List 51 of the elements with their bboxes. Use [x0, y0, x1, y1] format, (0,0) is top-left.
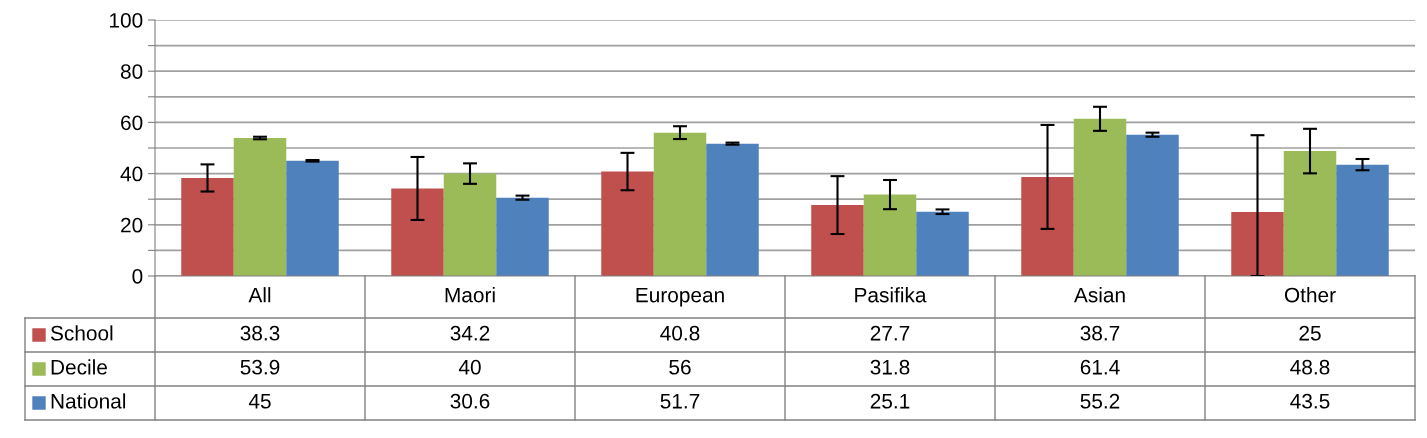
y-tick-label: 20 — [121, 217, 143, 233]
data-label: 25 — [1299, 325, 1321, 341]
y-tick-label: 40 — [120, 166, 143, 182]
y-tick-label: 0 — [132, 269, 143, 284]
bar — [916, 211, 969, 276]
data-label: 31.8 — [870, 359, 910, 375]
bar — [1231, 212, 1284, 276]
bar — [286, 160, 339, 276]
x-tick-label: European — [636, 287, 724, 307]
legend-label: School — [50, 325, 113, 341]
bar — [233, 138, 287, 276]
data-label: 38.7 — [1080, 325, 1120, 341]
bar — [391, 188, 444, 276]
bar — [1283, 151, 1337, 276]
bar — [601, 171, 654, 276]
data-label: 61.4 — [1080, 359, 1120, 375]
y-tick-label: 60 — [121, 115, 143, 131]
data-label: 27.7 — [870, 325, 910, 341]
data-label: 30.6 — [450, 393, 490, 409]
bar — [496, 197, 549, 276]
bar — [1126, 134, 1179, 276]
bar — [811, 205, 864, 276]
bar — [1336, 164, 1389, 276]
data-label: 25.1 — [870, 393, 910, 409]
bar — [706, 143, 759, 276]
legend-label: National — [51, 393, 126, 409]
data-label: 43.5 — [1290, 393, 1330, 409]
y-tick-label: 100 — [110, 13, 143, 28]
bar — [863, 194, 917, 276]
data-label: 40.8 — [660, 325, 700, 341]
data-label: 48.8 — [1290, 359, 1330, 375]
data-label: 38.3 — [240, 325, 280, 341]
data-label: 55.2 — [1080, 393, 1120, 409]
bar — [1073, 118, 1127, 276]
bar — [653, 132, 707, 276]
data-label: 40 — [458, 359, 481, 375]
x-tick-label: Maori — [445, 287, 495, 303]
data-label: 45 — [248, 394, 271, 409]
legend-label: Decile — [51, 359, 107, 375]
y-tick-label: 80 — [120, 64, 143, 79]
data-label: 53.9 — [240, 359, 280, 375]
x-tick-label: Pasifika — [855, 287, 927, 303]
bar — [1021, 176, 1074, 276]
bar — [181, 177, 234, 276]
bar — [443, 173, 497, 276]
data-label: 34.2 — [450, 325, 490, 341]
data-label: 56 — [669, 359, 691, 375]
x-tick-label: Other — [1284, 287, 1336, 303]
data-label: 51.7 — [660, 394, 700, 409]
x-tick-label: All — [248, 287, 271, 303]
x-tick-label: Asian — [1073, 287, 1125, 303]
